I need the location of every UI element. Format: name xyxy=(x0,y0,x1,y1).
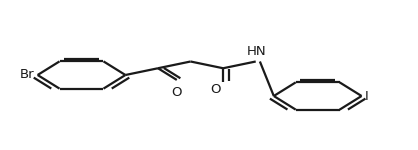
Text: HN: HN xyxy=(247,45,266,58)
Text: O: O xyxy=(210,83,221,96)
Text: O: O xyxy=(171,86,182,99)
Text: Br: Br xyxy=(20,69,34,81)
Text: I: I xyxy=(365,90,369,102)
